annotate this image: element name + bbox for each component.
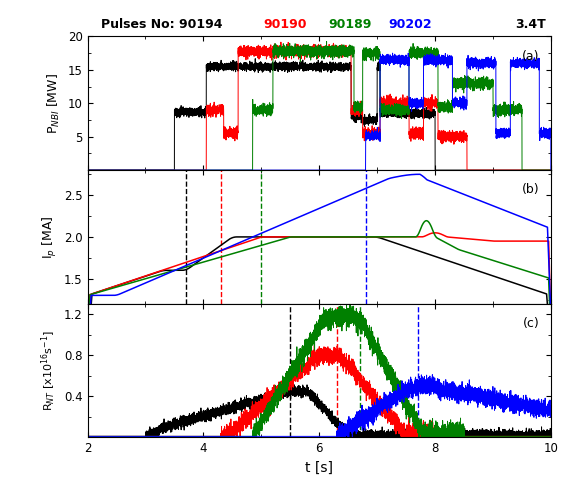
Text: 90190: 90190 bbox=[264, 18, 307, 31]
Text: 90189: 90189 bbox=[328, 18, 372, 31]
Text: Pulses No: 90194: Pulses No: 90194 bbox=[102, 18, 227, 31]
Text: 3.4T: 3.4T bbox=[515, 18, 546, 31]
Y-axis label: R$_{NT}$ [x10$^{16}$s$^{-1}$]: R$_{NT}$ [x10$^{16}$s$^{-1}$] bbox=[40, 330, 58, 411]
Text: (c): (c) bbox=[523, 317, 539, 330]
Text: 90202: 90202 bbox=[389, 18, 432, 31]
Text: (a): (a) bbox=[522, 50, 539, 63]
Text: (b): (b) bbox=[521, 184, 539, 196]
Y-axis label: P$_{NBI}$ [MW]: P$_{NBI}$ [MW] bbox=[46, 73, 62, 134]
X-axis label: t [s]: t [s] bbox=[305, 461, 333, 475]
Y-axis label: I$_{p}$ [MA]: I$_{p}$ [MA] bbox=[41, 215, 59, 259]
